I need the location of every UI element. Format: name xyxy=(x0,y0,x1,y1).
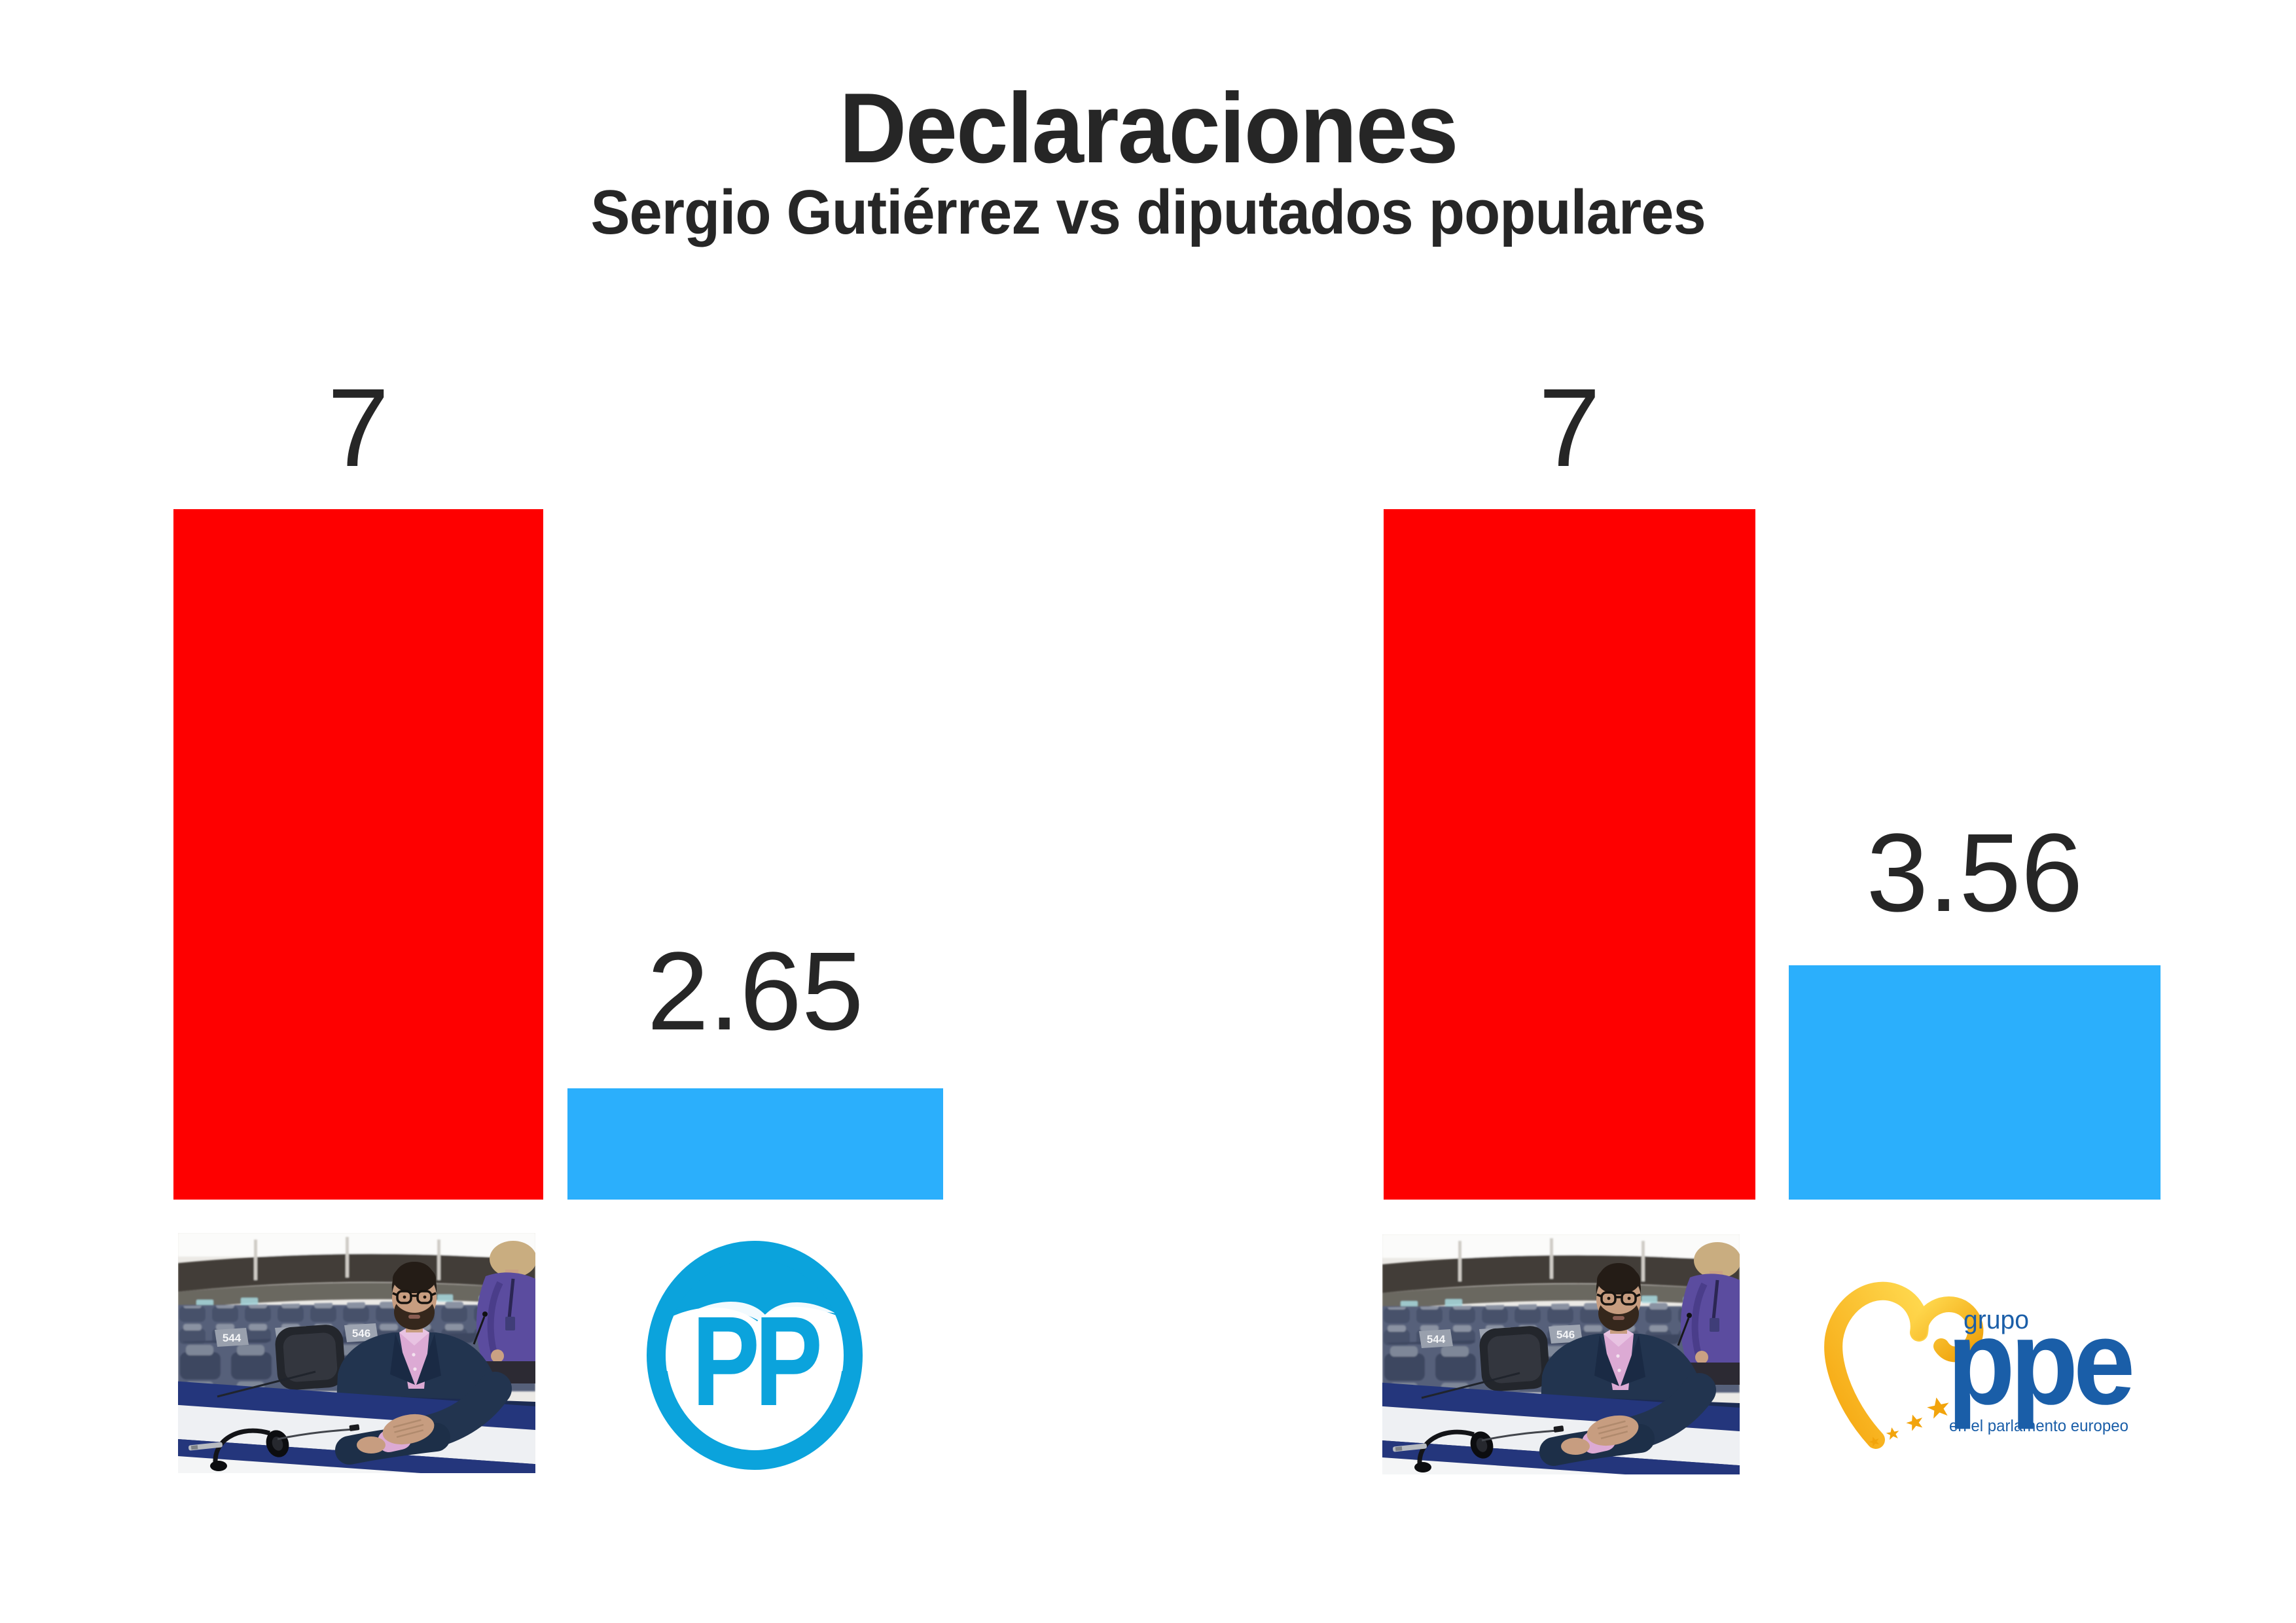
pp-logo: PP xyxy=(647,1241,863,1470)
bar-value-sergio-panel1: 7 xyxy=(327,366,389,490)
ppe-name-label: ppe xyxy=(1947,1295,2132,1430)
pp-ring xyxy=(647,1241,863,1470)
bar-value-pp: 2.65 xyxy=(647,929,864,1054)
ppe-logo: grupo ppe en el parlamento europeo xyxy=(1824,1281,2137,1449)
bar-value-sergio-panel2: 7 xyxy=(1538,366,1601,490)
page-subtitle: Sergio Gutiérrez vs diputados populares xyxy=(0,181,2296,244)
photo-sergio-gutierrez-1 xyxy=(178,1233,535,1473)
bar-sergio-panel2 xyxy=(1384,509,1755,1200)
page-title: Declaraciones xyxy=(0,79,2296,178)
bar-pp xyxy=(567,1088,943,1200)
photo-sergio-gutierrez-2 xyxy=(1382,1234,1740,1474)
ppe-grupo-label: grupo xyxy=(1964,1306,2029,1334)
pp-logo-letters: PP xyxy=(692,1290,819,1433)
bar-sergio-panel1 xyxy=(173,509,543,1200)
ppe-heart-lobe xyxy=(1911,1296,1984,1363)
ppe-tagline-label: en el parlamento europeo xyxy=(1949,1417,2128,1435)
bar-value-ppe: 3.56 xyxy=(1866,811,2083,935)
pp-gull-icon xyxy=(666,1307,844,1371)
ppe-heart-icon xyxy=(1824,1281,1929,1449)
bar-ppe-group xyxy=(1789,965,2161,1200)
page-title-text: Declaraciones xyxy=(838,73,1458,184)
page-subtitle-text: Sergio Gutiérrez vs diputados populares xyxy=(590,177,1706,247)
